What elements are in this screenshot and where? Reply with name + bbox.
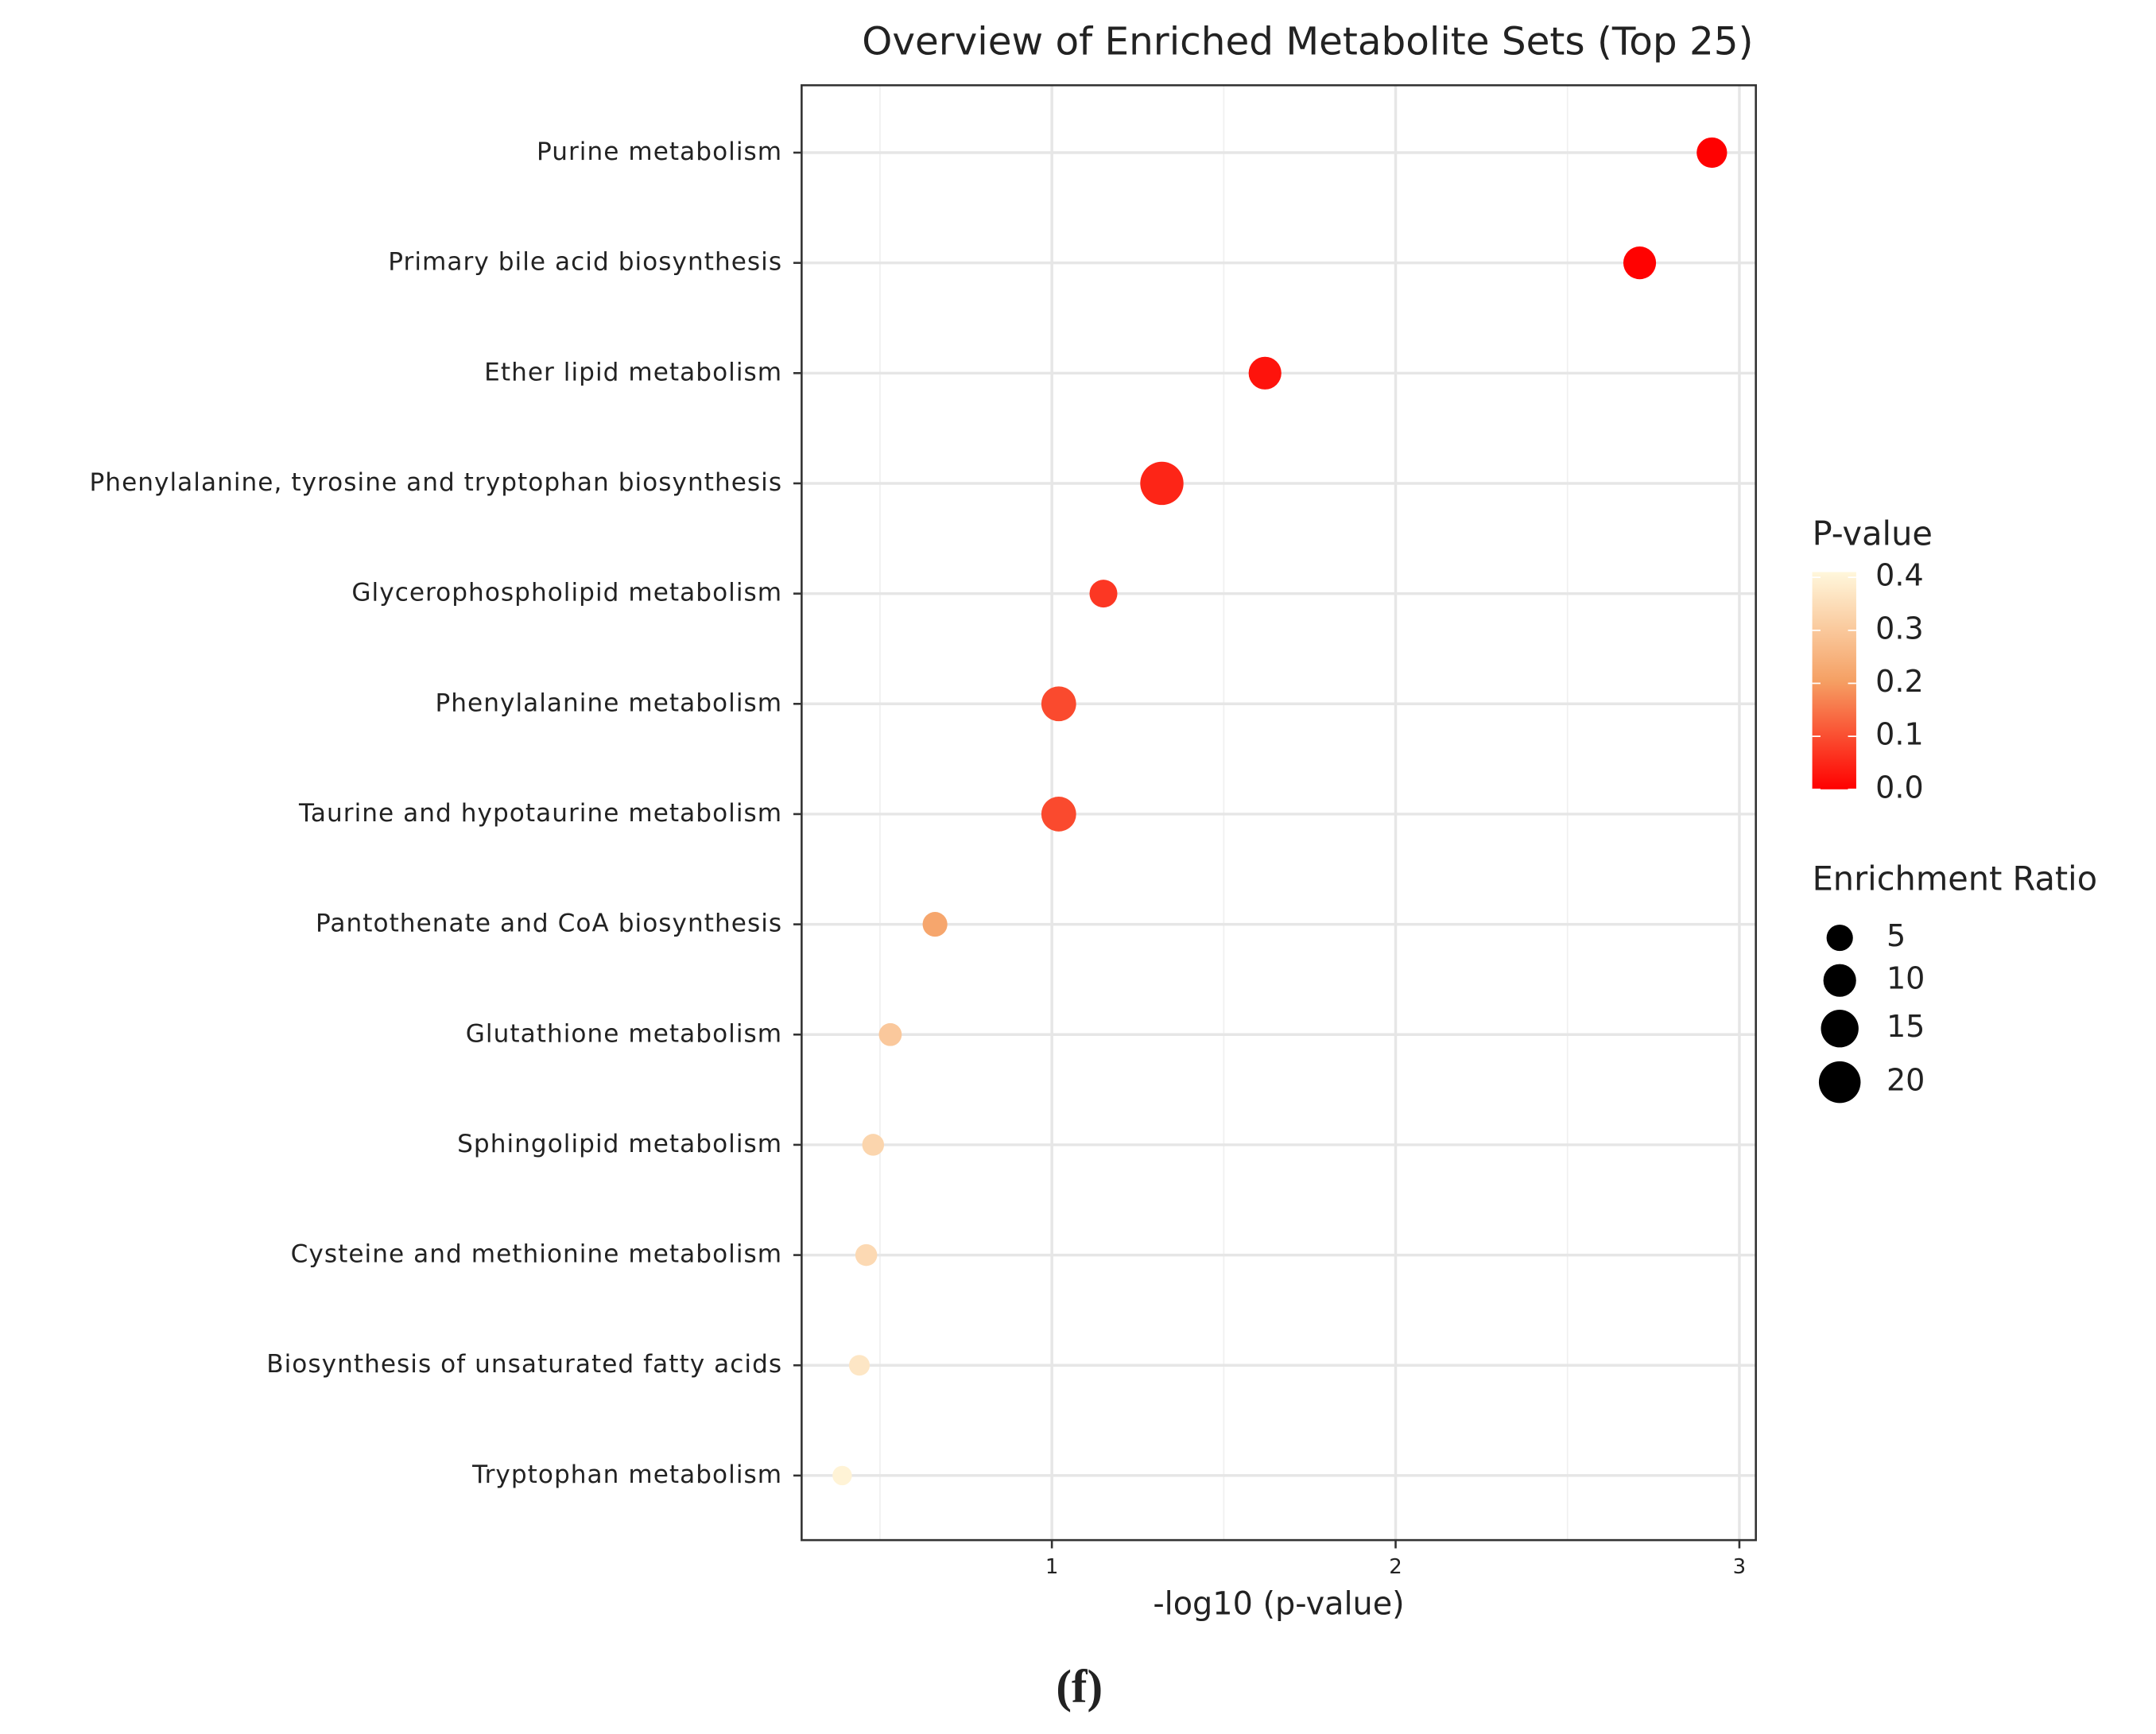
- y-tick-label: Ether lipid metabolism: [484, 358, 782, 386]
- y-tick-label: Phenylalanine metabolism: [435, 689, 782, 717]
- y-tick-label: Tryptophan metabolism: [471, 1461, 782, 1489]
- dot: [922, 912, 948, 937]
- y-tick-label: Sphingolipid metabolism: [457, 1130, 782, 1158]
- x-tick-label: 2: [1389, 1555, 1402, 1579]
- color-tick-label: 0.1: [1875, 717, 1924, 752]
- y-tick-label: Biosynthesis of unsaturated fatty acids: [266, 1350, 782, 1379]
- y-tick-label: Purine metabolism: [537, 138, 782, 166]
- size-legend-title: Enrichment Ratio: [1813, 859, 2098, 898]
- size-key: [1821, 1010, 1859, 1048]
- dot: [862, 1134, 885, 1156]
- y-tick-label: Cysteine and methionine metabolism: [291, 1240, 782, 1269]
- color-tick-label: 0.2: [1875, 664, 1924, 699]
- y-tick-label: Glycerophospholipid metabolism: [351, 579, 782, 607]
- dot: [1696, 137, 1728, 169]
- size-key: [1826, 924, 1853, 952]
- dot: [1041, 797, 1076, 832]
- color-tick-label: 0.4: [1875, 558, 1924, 593]
- x-tick-label: 1: [1045, 1555, 1059, 1579]
- size-key: [1823, 964, 1856, 997]
- y-tick-label: Glutathione metabolism: [466, 1019, 782, 1048]
- dot: [1248, 356, 1282, 390]
- size-key-label: 15: [1887, 1009, 1925, 1044]
- dot: [1623, 246, 1657, 280]
- size-key: [1818, 1061, 1861, 1104]
- color-tick-label: 0.0: [1875, 770, 1924, 805]
- size-key-label: 5: [1887, 918, 1906, 953]
- chart-title: Overview of Enriched Metabolite Sets (To…: [862, 19, 1753, 64]
- color-bar: [1812, 572, 1856, 789]
- dot: [1041, 686, 1076, 722]
- y-tick-label: Pantothenate and CoA biosynthesis: [316, 910, 782, 938]
- y-tick-label: Taurine and hypotaurine metabolism: [298, 799, 782, 828]
- dot: [878, 1022, 902, 1046]
- dot: [832, 1465, 852, 1486]
- plot-border: [801, 83, 1757, 1542]
- size-key-label: 20: [1887, 1063, 1925, 1098]
- color-tick-label: 0.3: [1875, 611, 1924, 646]
- x-tick-label: 3: [1733, 1555, 1747, 1579]
- dot: [1140, 461, 1184, 506]
- dot: [848, 1355, 871, 1376]
- size-key-label: 10: [1887, 961, 1925, 996]
- caption: (f): [1056, 1661, 1103, 1713]
- y-tick-label: Phenylalanine, tyrosine and tryptophan b…: [89, 468, 782, 497]
- dot: [1089, 580, 1118, 608]
- y-tick-label: Primary bile acid biosynthesis: [388, 248, 782, 277]
- x-axis-label: -log10 (p-value): [1153, 1586, 1404, 1623]
- color-legend-title: P-value: [1813, 514, 1933, 553]
- dot: [855, 1243, 878, 1267]
